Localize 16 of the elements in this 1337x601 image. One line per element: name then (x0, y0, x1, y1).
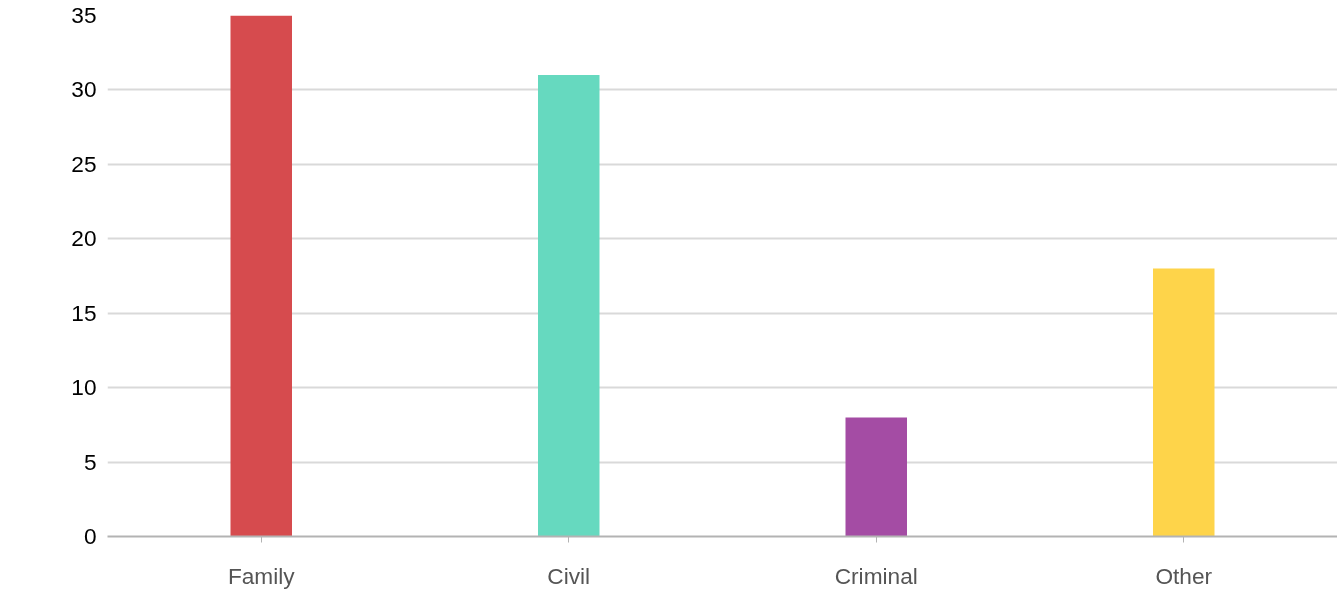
y-tick-label: 10 (71, 374, 97, 401)
bar (538, 75, 600, 537)
x-tick-label: Family (227, 562, 296, 589)
x-tick-label: Other (1155, 562, 1213, 589)
y-tick-label: 30 (71, 76, 97, 103)
y-tick-label: 20 (71, 225, 97, 252)
y-tick-label: 35 (71, 2, 97, 28)
x-tick-label: Civil (547, 562, 591, 589)
y-tick-label: 15 (71, 299, 97, 326)
bar (1153, 268, 1215, 537)
y-tick-label: 0 (83, 523, 97, 549)
bar (845, 417, 907, 537)
x-tick-label: Criminal (834, 562, 918, 589)
y-tick-label: 5 (83, 448, 97, 475)
bar (230, 15, 292, 537)
y-tick-label: 25 (71, 150, 97, 177)
